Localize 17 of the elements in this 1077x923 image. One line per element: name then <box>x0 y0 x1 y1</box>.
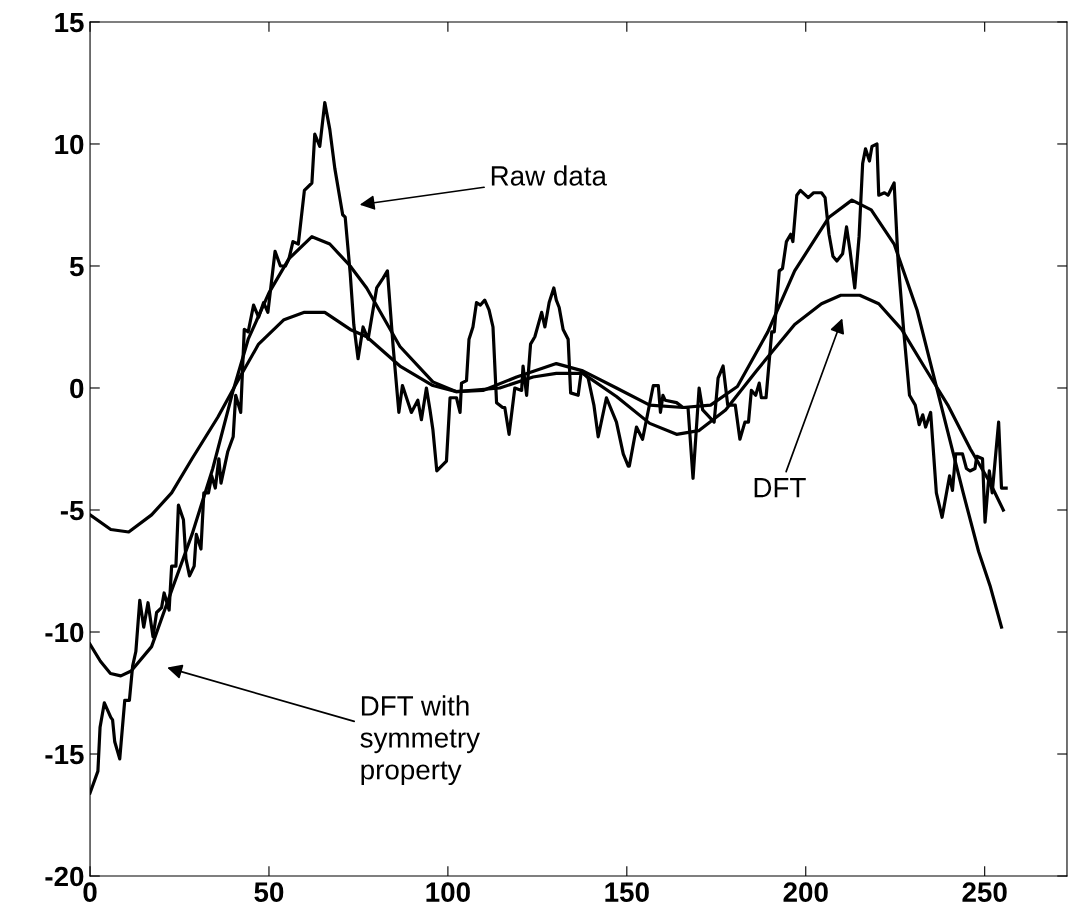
x-tick-label: 50 <box>254 882 284 902</box>
x-tick-label: 100 <box>426 882 470 902</box>
annotation: Raw data <box>491 165 607 186</box>
y-tick-label: -15 <box>45 744 84 765</box>
y-tick-label: 0 <box>70 378 84 399</box>
x-tick-label: 0 <box>83 882 97 902</box>
x-tick-label: 200 <box>783 882 828 902</box>
x-tick-label: 250 <box>962 882 1007 902</box>
x-tick-label: 150 <box>605 882 649 902</box>
y-tick-label: -20 <box>45 866 84 887</box>
y-tick-label: 10 <box>55 134 84 155</box>
annotation: DFT <box>754 478 806 498</box>
y-tick-label: -5 <box>60 500 84 521</box>
y-tick-label: 5 <box>69 256 84 277</box>
y-tick-label: -10 <box>45 622 84 643</box>
y-tick-label: 15 <box>55 12 84 33</box>
annotation: DFT with symmetry property <box>360 695 480 786</box>
